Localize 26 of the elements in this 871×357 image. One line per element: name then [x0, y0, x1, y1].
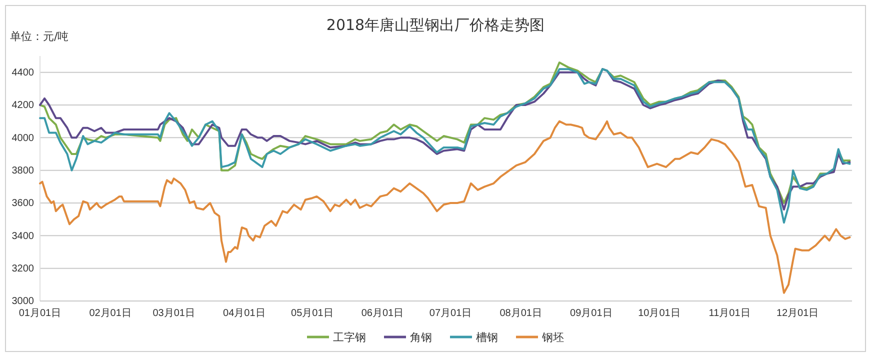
- y-tick-label: 4200: [12, 100, 34, 112]
- y-tick-label: 4000: [12, 132, 34, 144]
- x-tick-label: 05月01日: [291, 308, 334, 320]
- y-tick-label: 3400: [12, 230, 34, 242]
- y-tick-label: 3800: [12, 166, 34, 177]
- legend-label: 角钢: [410, 331, 432, 344]
- y-tick-label: 3600: [12, 198, 34, 210]
- legend-label: 钢坯: [541, 331, 564, 344]
- x-tick-label: 04月01日: [223, 308, 266, 320]
- x-tick-label: 12月01日: [776, 308, 819, 320]
- legend-label: 工字钢: [333, 331, 366, 344]
- chart-title: 2018年唐山型钢出厂价格走势图: [326, 16, 545, 34]
- y-axis-title: 单位：元/吨: [10, 30, 69, 43]
- x-tick-label: 01月01日: [18, 308, 62, 320]
- x-tick-label: 07月01日: [429, 308, 472, 320]
- y-tick-label: 3000: [12, 296, 34, 308]
- x-tick-label: 11月01日: [708, 308, 750, 320]
- x-tick-label: 06月01日: [361, 308, 404, 320]
- x-tick-label: 03月01日: [152, 308, 195, 320]
- y-tick-label: 4400: [12, 68, 34, 79]
- x-tick-label: 02月01日: [89, 308, 132, 320]
- x-tick-label: 10月01日: [638, 308, 680, 320]
- y-tick-label: 3200: [12, 264, 34, 275]
- legend-label: 槽钢: [476, 331, 498, 344]
- x-tick-label: 09月01日: [570, 308, 612, 320]
- x-tick-label: 08月01日: [500, 308, 542, 320]
